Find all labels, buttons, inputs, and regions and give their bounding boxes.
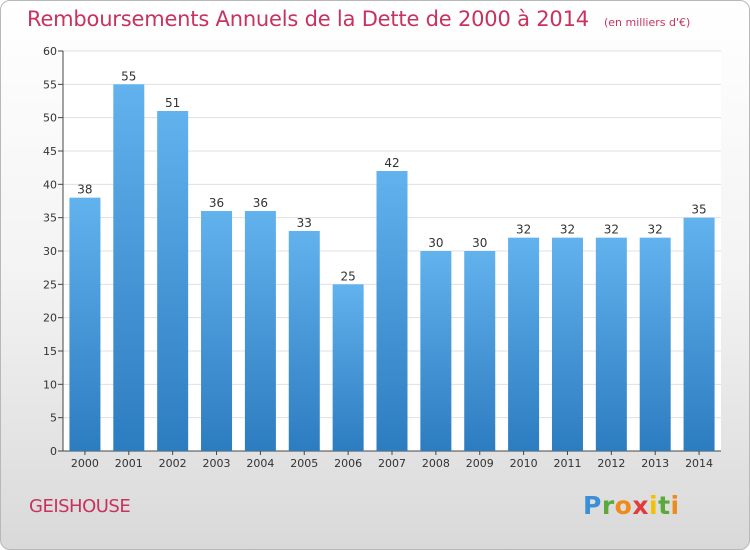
y-tick-label: 45 (43, 145, 57, 158)
data-label: 32 (604, 223, 619, 237)
y-tick-label: 10 (43, 378, 57, 391)
y-tick-label: 5 (50, 412, 57, 425)
bar (69, 197, 101, 451)
y-tick-label: 30 (43, 245, 57, 258)
bar (595, 237, 627, 451)
data-label: 32 (560, 223, 575, 237)
data-label: 36 (209, 196, 224, 210)
y-tick-label: 25 (43, 278, 57, 291)
chart-title: Remboursements Annuels de la Dette de 20… (27, 7, 589, 31)
data-label: 36 (253, 196, 268, 210)
commune-name: GEISHOUSE (29, 496, 131, 517)
x-tick-label: 2002 (159, 457, 187, 470)
x-tick-label: 2012 (597, 457, 625, 470)
data-label: 30 (472, 236, 487, 250)
data-label: 38 (77, 183, 92, 197)
data-label: 55 (121, 69, 136, 83)
logo-letter: x (632, 491, 649, 520)
x-tick-label: 2013 (641, 457, 669, 470)
y-tick-label: 55 (43, 78, 57, 91)
y-tick-label: 35 (43, 212, 57, 225)
x-tick-label: 2004 (246, 457, 274, 470)
bar (420, 251, 452, 451)
y-tick-label: 15 (43, 345, 57, 358)
bar (508, 237, 540, 451)
bar (551, 237, 583, 451)
x-tick-label: 2006 (334, 457, 362, 470)
bar (332, 284, 364, 451)
chart-subtitle: (en milliers d'€) (604, 16, 691, 29)
data-label: 33 (297, 216, 312, 230)
logo-letter: o (614, 491, 633, 520)
chart-header: Remboursements Annuels de la Dette de 20… (27, 7, 690, 31)
x-tick-label: 2001 (115, 457, 143, 470)
logo-letter: i (670, 491, 680, 520)
x-tick-label: 2008 (422, 457, 450, 470)
logo-letter: r (601, 491, 615, 520)
bar (683, 217, 715, 451)
data-label: 30 (428, 236, 443, 250)
data-label: 42 (384, 156, 399, 170)
y-tick-label: 60 (43, 45, 57, 58)
data-label: 25 (340, 269, 355, 283)
proxiti-logo[interactable]: Proxiti (583, 491, 680, 520)
x-tick-label: 2009 (466, 457, 494, 470)
logo-letter: t (658, 491, 671, 520)
y-tick-label: 40 (43, 178, 57, 191)
x-tick-label: 2011 (553, 457, 581, 470)
logo-letter: P (583, 491, 602, 520)
bar (113, 84, 145, 451)
x-tick-label: 2014 (685, 457, 713, 470)
x-tick-label: 2000 (71, 457, 99, 470)
y-tick-label: 50 (43, 112, 57, 125)
data-label: 32 (648, 223, 663, 237)
bar (157, 111, 189, 451)
x-tick-label: 2005 (290, 457, 318, 470)
y-tick-label: 20 (43, 312, 57, 325)
y-tick-label: 0 (50, 445, 57, 458)
logo-letter: i (649, 491, 659, 520)
x-tick-label: 2007 (378, 457, 406, 470)
bar (288, 231, 320, 451)
bar (376, 171, 408, 451)
data-label: 35 (691, 203, 706, 217)
bar (639, 237, 671, 451)
data-label: 32 (516, 223, 531, 237)
x-tick-label: 2003 (203, 457, 231, 470)
data-label: 51 (165, 96, 180, 110)
x-tick-label: 2010 (510, 457, 538, 470)
bar (244, 211, 276, 451)
bar (201, 211, 233, 451)
bar (464, 251, 496, 451)
